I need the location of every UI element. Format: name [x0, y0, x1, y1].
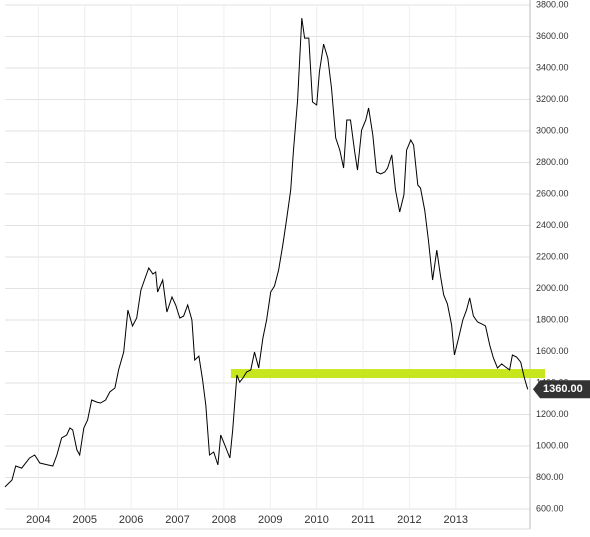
y-tick-label: 2800.00: [536, 157, 569, 167]
highlight-band: [230, 369, 545, 379]
y-tick-label: 800.00: [536, 472, 564, 482]
last-value-label: 1360.00: [543, 383, 583, 395]
y-tick-label: 3200.00: [536, 94, 569, 104]
y-tick-label: 1000.00: [536, 440, 569, 450]
y-tick-label: 3000.00: [536, 125, 569, 135]
y-tick-label: 2200.00: [536, 251, 569, 261]
last-value-tag: [533, 380, 590, 399]
x-tick-label: 2005: [73, 514, 97, 526]
x-tick-label: 2011: [351, 514, 375, 526]
y-tick-label: 1600.00: [536, 346, 569, 356]
y-tick-label: 3800.00: [536, 0, 569, 9]
y-tick-label: 2000.00: [536, 283, 569, 293]
y-tick-label: 1800.00: [536, 314, 569, 324]
x-tick-label: 2010: [304, 514, 328, 526]
y-tick-label: 2400.00: [536, 220, 569, 230]
y-tick-label: 1200.00: [536, 409, 569, 419]
x-tick-label: 2013: [444, 514, 468, 526]
y-tick-label: 600.00: [536, 503, 564, 513]
x-tick-label: 2009: [258, 514, 282, 526]
x-tick-label: 2006: [119, 514, 143, 526]
x-tick-label: 2007: [165, 514, 189, 526]
y-tick-label: 3400.00: [536, 62, 569, 72]
x-tick-label: 2012: [397, 514, 421, 526]
y-tick-label: 3600.00: [536, 31, 569, 41]
price-line: [4, 18, 529, 488]
y-tick-label: 2600.00: [536, 188, 569, 198]
x-tick-label: 2008: [212, 514, 236, 526]
x-tick-label: 2004: [26, 514, 50, 526]
